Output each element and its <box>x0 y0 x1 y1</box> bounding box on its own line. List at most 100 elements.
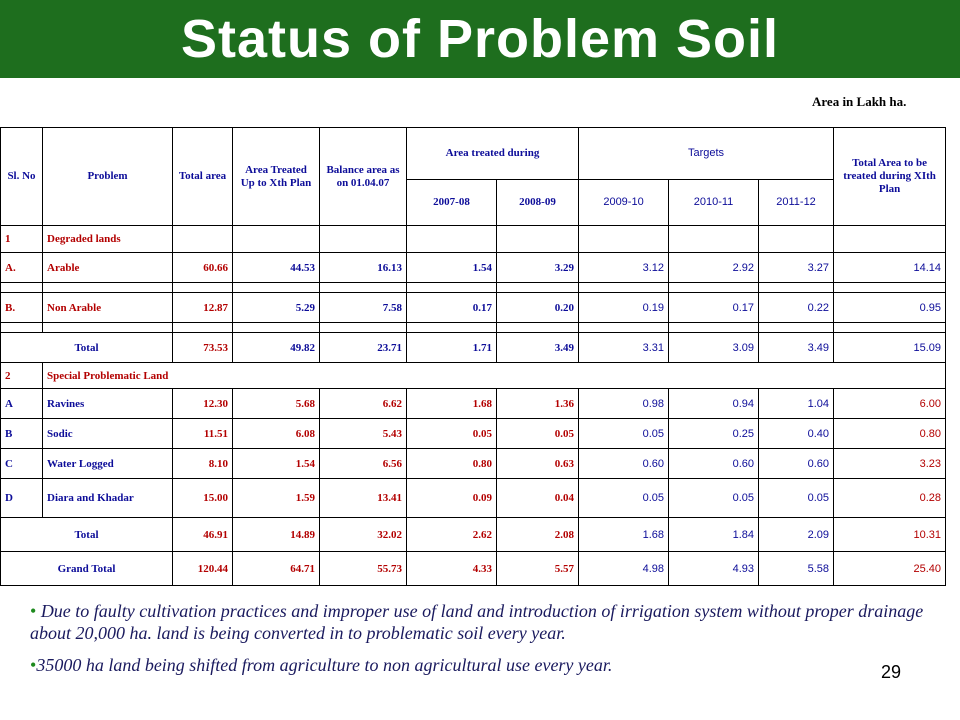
cell-balance: 13.41 <box>319 478 407 518</box>
cell-total-area: 12.30 <box>172 388 233 419</box>
table-row: D Diara and Khadar 15.00 1.59 13.41 0.09… <box>0 478 947 518</box>
cell-total-xi: 25.40 <box>833 551 947 586</box>
cell-total-xi: 6.00 <box>833 388 947 419</box>
total-row-degraded: Total 73.53 49.82 23.71 1.71 3.49 3.31 3… <box>0 332 947 363</box>
cell-2008-09: 0.20 <box>495 292 580 323</box>
cell-total-area: 73.53 <box>172 332 233 363</box>
cell-2010-11: 0.60 <box>668 448 760 479</box>
header-area-treated-during: Area treated during <box>405 127 580 180</box>
row-sl: B. <box>0 292 43 323</box>
cell-2010-11: 1.84 <box>668 517 760 552</box>
cell-2011-12: 0.22 <box>758 292 835 323</box>
cell-treated-x: 5.68 <box>232 388 320 419</box>
table-row: A. Arable 60.66 44.53 16.13 1.54 3.29 3.… <box>0 252 947 283</box>
cell-total-xi: 10.31 <box>833 517 947 552</box>
cell-2011-12: 3.27 <box>758 252 835 283</box>
cell-treated-x: 14.89 <box>232 517 320 552</box>
row-sl: D <box>0 478 43 518</box>
cell-total-area: 15.00 <box>172 478 233 518</box>
bullet-text: Due to faulty cultivation practices and … <box>30 601 924 643</box>
header-2009-10: 2009-10 <box>578 179 670 226</box>
header-targets: Targets <box>578 127 835 180</box>
cell-total-area: 60.66 <box>172 252 233 283</box>
table-row: B Sodic 11.51 6.08 5.43 0.05 0.05 0.05 0… <box>0 418 947 449</box>
slide-title: Status of Problem Soil <box>180 9 780 69</box>
cell-balance: 7.58 <box>319 292 407 323</box>
cell-total-area: 12.87 <box>172 292 233 323</box>
cell-2010-11: 0.05 <box>668 478 760 518</box>
cell-2007-08: 0.09 <box>406 478 497 518</box>
cell-total-area: 11.51 <box>172 418 233 449</box>
cell-total-xi: 0.95 <box>833 292 947 323</box>
cell-2009-10: 0.05 <box>578 418 670 449</box>
cell-total-area: 46.91 <box>172 517 233 552</box>
cell-treated-x: 64.71 <box>232 551 320 586</box>
row-sl: A <box>0 388 43 419</box>
section-label: Special Problematic Land <box>41 362 947 389</box>
cell-treated-x: 1.59 <box>232 478 320 518</box>
cell-total-area: 120.44 <box>172 551 233 586</box>
cell-total-xi: 0.80 <box>833 418 947 449</box>
section-row-special: 2 Special Problematic Land <box>0 362 947 389</box>
cell-balance: 55.73 <box>319 551 407 586</box>
table-row: A Ravines 12.30 5.68 6.62 1.68 1.36 0.98… <box>0 388 947 419</box>
cell-treated-x: 6.08 <box>232 418 320 449</box>
cell-2010-11: 0.94 <box>668 388 760 419</box>
header-2011-12: 2011-12 <box>758 179 835 226</box>
cell-2009-10: 0.60 <box>578 448 670 479</box>
header-sl-no: Sl. No <box>0 127 43 226</box>
row-problem: Arable <box>42 252 173 283</box>
header-row-1: Sl. No Problem Total area Area Treated U… <box>0 127 947 226</box>
bullet-text: 35000 ha land being shifted from agricul… <box>36 655 613 675</box>
bullet-dot-icon: • <box>30 601 37 621</box>
header-balance-area: Balance area as on 01.04.07 <box>319 127 407 226</box>
cell-2007-08: 1.68 <box>406 388 497 419</box>
row-sl: A. <box>0 252 43 283</box>
cell-2007-08: 1.54 <box>406 252 497 283</box>
cell-2009-10: 0.98 <box>578 388 670 419</box>
cell-treated-x: 49.82 <box>232 332 320 363</box>
table-row: C Water Logged 8.10 1.54 6.56 0.80 0.63 … <box>0 448 947 479</box>
row-problem: Water Logged <box>42 448 173 479</box>
cell-total-xi: 0.28 <box>833 478 947 518</box>
cell-2008-09: 0.05 <box>495 418 580 449</box>
cell-treated-x: 1.54 <box>232 448 320 479</box>
header-2008-09: 2008-09 <box>495 179 580 226</box>
cell-2011-12: 3.49 <box>758 332 835 363</box>
cell-2010-11: 4.93 <box>668 551 760 586</box>
grand-total-row: Grand Total 120.44 64.71 55.73 4.33 5.57… <box>0 551 947 586</box>
section-number: 2 <box>0 362 43 389</box>
header-total-area: Total area <box>172 127 233 226</box>
cell-2008-09: 3.29 <box>495 252 580 283</box>
cell-treated-x: 5.29 <box>232 292 320 323</box>
cell-balance: 16.13 <box>319 252 407 283</box>
cell-2009-10: 3.12 <box>578 252 670 283</box>
title-bar <box>0 0 960 78</box>
cell-2008-09: 1.36 <box>495 388 580 419</box>
cell-2009-10: 1.68 <box>578 517 670 552</box>
cell-total-xi: 15.09 <box>833 332 947 363</box>
cell-total-area: 8.10 <box>172 448 233 479</box>
units-note: Area in Lakh ha. <box>812 94 907 109</box>
cell-treated-x: 44.53 <box>232 252 320 283</box>
cell-2011-12: 2.09 <box>758 517 835 552</box>
cell-2010-11: 0.25 <box>668 418 760 449</box>
row-problem: Non Arable <box>42 292 173 323</box>
row-problem: Diara and Khadar <box>42 478 173 518</box>
cell-2011-12: 0.40 <box>758 418 835 449</box>
cell-total-xi: 3.23 <box>833 448 947 479</box>
bullet-item: •35000 ha land being shifted from agricu… <box>30 654 930 676</box>
row-sl: C <box>0 448 43 479</box>
header-area-treated: Area Treated Up to Xth Plan <box>232 127 320 226</box>
header-row-2: 2007-08 2008-09 2009-10 2010-11 2011-12 <box>1 179 946 226</box>
cell-2010-11: 2.92 <box>668 252 760 283</box>
cell-balance: 32.02 <box>319 517 407 552</box>
cell-2007-08: 1.71 <box>406 332 497 363</box>
cell-2009-10: 0.05 <box>578 478 670 518</box>
cell-2009-10: 0.19 <box>578 292 670 323</box>
cell-2011-12: 5.58 <box>758 551 835 586</box>
cell-balance: 6.56 <box>319 448 407 479</box>
cell-2008-09: 3.49 <box>495 332 580 363</box>
page-number: 29 <box>881 662 902 682</box>
total-label: Total <box>0 517 173 552</box>
